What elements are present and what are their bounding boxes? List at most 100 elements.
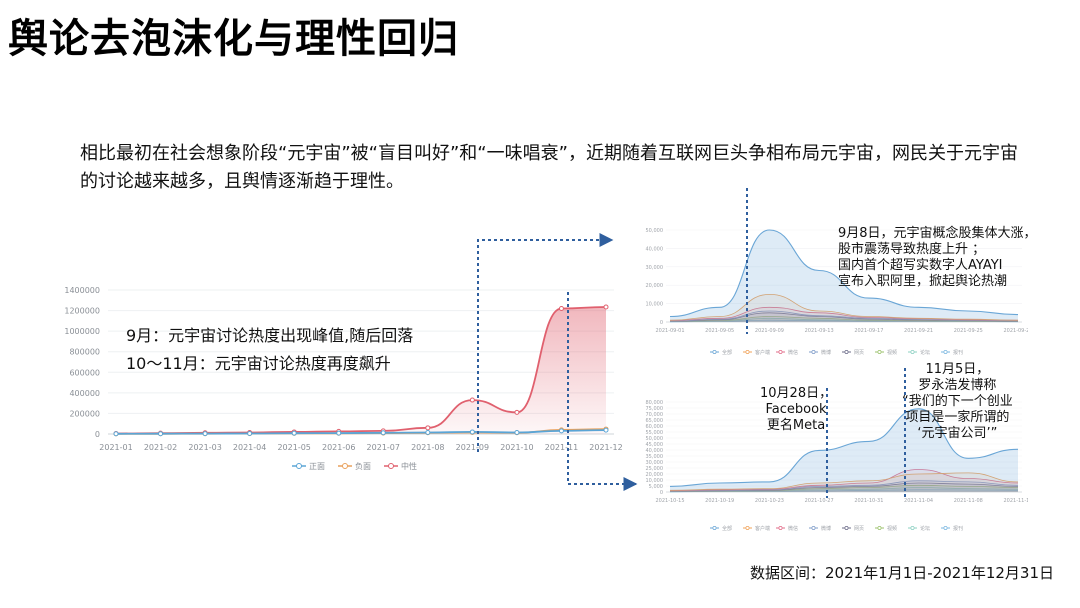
y-tick-label: 65,000 <box>646 418 664 424</box>
series-area-1 <box>670 472 1018 492</box>
y-tick-label: 40,000 <box>646 448 664 454</box>
x-tick-label: 2021-04 <box>233 443 266 452</box>
series-line-3 <box>669 310 1019 322</box>
annotation-line: ‘元宇宙公司’” <box>917 426 998 441</box>
x-tick-label: 2021-09 <box>456 443 489 452</box>
legend-marker <box>342 463 348 469</box>
x-tick-label: 2021-02 <box>144 443 177 452</box>
intro-paragraph: 相比最初在社会想象阶段“元宇宙”被“盲目叫好”和“一味唱衰”，近期随着互联网巨头… <box>80 143 1018 192</box>
y-tick-label: 600000 <box>69 368 100 377</box>
annotation-line: 项目是一家所谓的 <box>905 410 1010 425</box>
legend-marker <box>745 350 750 354</box>
x-tick-label: 2021-09-01 <box>655 328 684 334</box>
x-tick-label: 2021-03 <box>188 443 221 452</box>
y-tick-label: 70,000 <box>646 412 664 418</box>
data-point <box>425 425 431 431</box>
annotation-line: 罗永浩发博称 <box>918 378 997 393</box>
legend-label: 微博 <box>821 525 831 532</box>
data-point <box>603 304 609 310</box>
legend-marker <box>943 526 948 530</box>
x-tick-label: 2021-10-23 <box>755 498 784 504</box>
data-point <box>425 429 431 435</box>
data-point <box>113 431 119 437</box>
y-tick-label: 60,000 <box>646 424 664 430</box>
y-tick-label: 50,000 <box>646 228 664 234</box>
series-area-2 <box>670 469 1018 492</box>
x-tick-label: 2021-05 <box>277 443 310 452</box>
series-area-4 <box>670 312 1018 322</box>
y-tick-label: 10,000 <box>646 302 664 308</box>
series-line-0 <box>669 408 1019 487</box>
y-tick-label: 20,000 <box>646 283 664 289</box>
series-area-5 <box>670 485 1018 492</box>
series-area-4 <box>670 483 1018 492</box>
legend-marker <box>910 350 915 354</box>
legend-label: 正面 <box>309 462 325 471</box>
data-point <box>514 429 520 435</box>
y-tick-label: 75,000 <box>646 406 664 412</box>
series-area-0 <box>670 230 1018 322</box>
data-point <box>247 430 253 436</box>
legend-marker <box>778 350 783 354</box>
x-tick-label: 2021-09-05 <box>705 328 734 334</box>
annotation-oct28: 10月28日， Facebook 更名Meta <box>760 386 832 434</box>
y-tick-label: 0 <box>660 490 663 496</box>
legend-label: 客户端 <box>755 349 770 356</box>
series-line-0 <box>669 229 1019 318</box>
y-tick-label: 0 <box>95 430 100 439</box>
legend-marker <box>877 526 882 530</box>
annotation-line: 11月5日， <box>925 362 990 377</box>
y-tick-label: 45,000 <box>646 442 664 448</box>
annotation-line: 宣布入职阿里，掀起舆论热潮 <box>838 274 1008 289</box>
data-point <box>380 430 386 436</box>
annotation-line: 更名Meta <box>766 418 826 433</box>
x-tick-label: 2021-10-15 <box>655 498 684 504</box>
data-range-note: 数据区间：2021年1月1日-2021年12月31日 <box>750 564 1055 582</box>
data-point <box>291 430 297 436</box>
x-tick-label: 2021-11-08 <box>954 498 983 504</box>
series-area-1 <box>670 294 1018 322</box>
annotation-line: 10月28日， <box>760 386 833 401</box>
legend-marker <box>388 463 394 469</box>
legend-label: 负面 <box>355 461 371 471</box>
series-area-6 <box>670 318 1018 322</box>
y-tick-label: 10,000 <box>646 478 664 484</box>
x-tick-label: 2021-11 <box>545 443 578 452</box>
legend-label: 报刊 <box>953 525 963 532</box>
x-tick-label: 2021-10 <box>500 443 533 452</box>
september-detail-chart: 0 10,000 20,000 30,000 40,000 50,000 2021-09-0… <box>646 228 1029 356</box>
y-tick-label: 50,000 <box>646 436 664 442</box>
note-september: 9月：元宇宙讨论热度出现峰值,随后回落 <box>126 326 414 345</box>
series-line-3 <box>669 480 1019 492</box>
series-area-3 <box>670 311 1018 322</box>
x-tick-label: 2021-12 <box>589 443 622 452</box>
y-tick-label: 20,000 <box>646 472 664 478</box>
legend-marker <box>844 526 849 530</box>
x-tick-label: 2021-07 <box>367 443 400 452</box>
note-october-november: 10～11月：元宇宙讨论热度再度飙升 <box>126 354 391 373</box>
x-tick-label: 2021-08 <box>411 443 444 452</box>
legend-label: 报刊 <box>953 349 963 356</box>
legend-marker <box>778 526 783 530</box>
y-tick-label: 30,000 <box>646 460 664 466</box>
data-point <box>202 431 208 437</box>
legend-marker <box>712 350 717 354</box>
legend-label: 视频 <box>887 525 897 532</box>
legend-label: 论坛 <box>920 349 930 356</box>
annotation-line: “我们的下一个创业 <box>902 394 1013 409</box>
data-point <box>469 397 475 403</box>
x-tick-label: 2021-10-27 <box>805 498 834 504</box>
legend-label: 网页 <box>854 350 864 356</box>
legend-marker <box>943 350 948 354</box>
data-point <box>336 430 342 436</box>
series-line-1 <box>669 472 1019 491</box>
annotation-line: 国内首个超写实数字人AYAYI <box>838 258 1003 273</box>
data-point <box>603 427 609 433</box>
series-line-2 <box>669 306 1019 321</box>
y-tick-label: 35,000 <box>646 454 664 460</box>
legend-label: 中性 <box>401 461 417 471</box>
annotation-line: 9月8日，元宇宙概念股集体大涨， <box>838 226 1037 241</box>
x-tick-label: 2021-09-13 <box>805 328 834 334</box>
series-line-4 <box>669 482 1019 492</box>
legend-marker <box>877 350 882 354</box>
